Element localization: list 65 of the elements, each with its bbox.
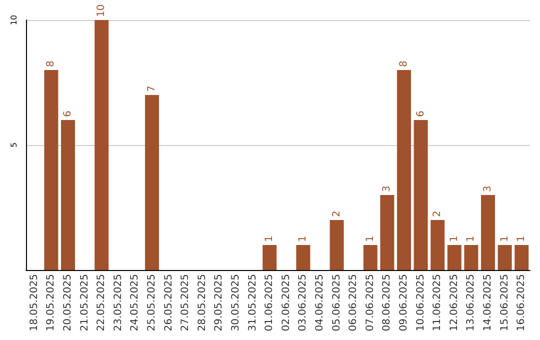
x-tick-label: 04.06.2025 (314, 274, 326, 332)
x-tick-label: 15.06.2025 (499, 274, 510, 332)
x-tick-label: 06.06.2025 (348, 274, 360, 332)
bar (380, 195, 394, 270)
bar (262, 245, 277, 270)
data-label: 10 (96, 4, 108, 17)
bar (464, 245, 478, 270)
x-tick-label: 08.06.2025 (382, 274, 393, 332)
bar (44, 70, 58, 270)
x-tick-label: 22.05.2025 (96, 274, 108, 332)
bar (363, 245, 378, 270)
x-tick-label: 05.06.2025 (331, 274, 342, 332)
x-tick-label: 26.05.2025 (163, 274, 174, 332)
data-label: 6 (415, 110, 426, 117)
bar (447, 245, 462, 270)
x-tick-label: 14.06.2025 (482, 274, 494, 332)
data-label: 8 (398, 60, 410, 67)
x-tick-label: 13.06.2025 (466, 274, 477, 332)
bar (414, 120, 428, 270)
x-tick-label: 09.06.2025 (398, 274, 410, 332)
x-tick-label: 03.06.2025 (298, 274, 309, 332)
bar (61, 120, 75, 270)
x-tick-label: 24.05.2025 (130, 274, 141, 332)
data-label: 1 (364, 236, 376, 242)
x-tick-label: 21.05.2025 (79, 274, 90, 332)
bar (397, 70, 411, 270)
x-tick-label: 23.05.2025 (112, 274, 124, 332)
bar (94, 20, 109, 270)
data-label: 7 (146, 86, 158, 92)
bar (498, 245, 512, 270)
x-tick-label: 31.05.2025 (247, 274, 258, 332)
x-tick-label: 30.05.2025 (230, 274, 242, 332)
x-tick-label: 16.06.2025 (516, 274, 528, 332)
bar (330, 220, 344, 270)
bar (481, 195, 495, 270)
bar (430, 220, 445, 270)
x-tick-label: 29.05.2025 (214, 274, 225, 332)
x-tick-label: 19.05.2025 (46, 274, 57, 332)
data-label: 8 (46, 60, 57, 67)
data-label: 1 (499, 236, 510, 242)
x-tick-label: 28.05.2025 (196, 274, 208, 332)
x-tick-label: 27.05.2025 (180, 274, 192, 332)
data-label: 6 (62, 110, 74, 117)
data-label: 1 (466, 236, 477, 242)
data-label: 1 (448, 236, 460, 242)
bar (296, 245, 310, 270)
bar (145, 95, 159, 270)
data-label: 1 (516, 236, 528, 242)
x-tick-label: 25.05.2025 (146, 274, 158, 332)
x-tick-label: 11.06.2025 (432, 274, 444, 332)
x-tick-label: 02.06.2025 (280, 274, 292, 332)
y-tick-label: 5 (10, 142, 18, 148)
x-tick-label: 20.05.2025 (62, 274, 74, 332)
data-label: 1 (298, 236, 309, 242)
data-label: 1 (264, 236, 276, 242)
x-tick-label: 10.06.2025 (415, 274, 426, 332)
data-label: 2 (331, 210, 342, 217)
data-label: 3 (482, 186, 494, 192)
data-label: 3 (382, 186, 393, 192)
x-tick-label: 01.06.2025 (264, 274, 276, 332)
x-tick-label: 18.05.2025 (28, 274, 40, 332)
x-tick-label: 12.06.2025 (448, 274, 460, 332)
data-label: 2 (432, 210, 444, 217)
x-tick-label: 07.06.2025 (364, 274, 376, 332)
bar (514, 245, 529, 270)
